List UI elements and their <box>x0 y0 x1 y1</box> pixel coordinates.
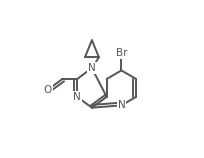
Text: N: N <box>88 63 96 73</box>
Text: Br: Br <box>116 48 127 58</box>
Text: O: O <box>43 85 52 95</box>
Text: N: N <box>118 100 125 110</box>
Text: N: N <box>73 92 81 102</box>
